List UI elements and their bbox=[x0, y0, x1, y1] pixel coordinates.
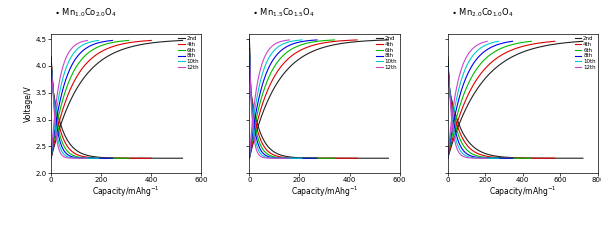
X-axis label: Capacity/mAhg$^{-1}$: Capacity/mAhg$^{-1}$ bbox=[93, 185, 160, 199]
Legend: 2nd, 4th, 6th, 8th, 10th, 12th: 2nd, 4th, 6th, 8th, 10th, 12th bbox=[178, 35, 200, 71]
Text: $\bullet$ Mn$_{1.0}$Co$_{2.0}$O$_4$: $\bullet$ Mn$_{1.0}$Co$_{2.0}$O$_4$ bbox=[54, 7, 117, 19]
Legend: 2nd, 4th, 6th, 8th, 10th, 12th: 2nd, 4th, 6th, 8th, 10th, 12th bbox=[376, 35, 398, 71]
X-axis label: Capacity/mAhg$^{-1}$: Capacity/mAhg$^{-1}$ bbox=[489, 185, 557, 199]
Legend: 2nd, 4th, 6th, 8th, 10th, 12th: 2nd, 4th, 6th, 8th, 10th, 12th bbox=[575, 35, 596, 71]
X-axis label: Capacity/mAhg$^{-1}$: Capacity/mAhg$^{-1}$ bbox=[291, 185, 358, 199]
Text: $\bullet$ Mn$_{1.5}$Co$_{1.5}$O$_4$: $\bullet$ Mn$_{1.5}$Co$_{1.5}$O$_4$ bbox=[252, 7, 316, 19]
Text: $\bullet$ Mn$_{2.0}$Co$_{1.0}$O$_4$: $\bullet$ Mn$_{2.0}$Co$_{1.0}$O$_4$ bbox=[451, 7, 514, 19]
Y-axis label: Voltage/V: Voltage/V bbox=[24, 85, 33, 122]
